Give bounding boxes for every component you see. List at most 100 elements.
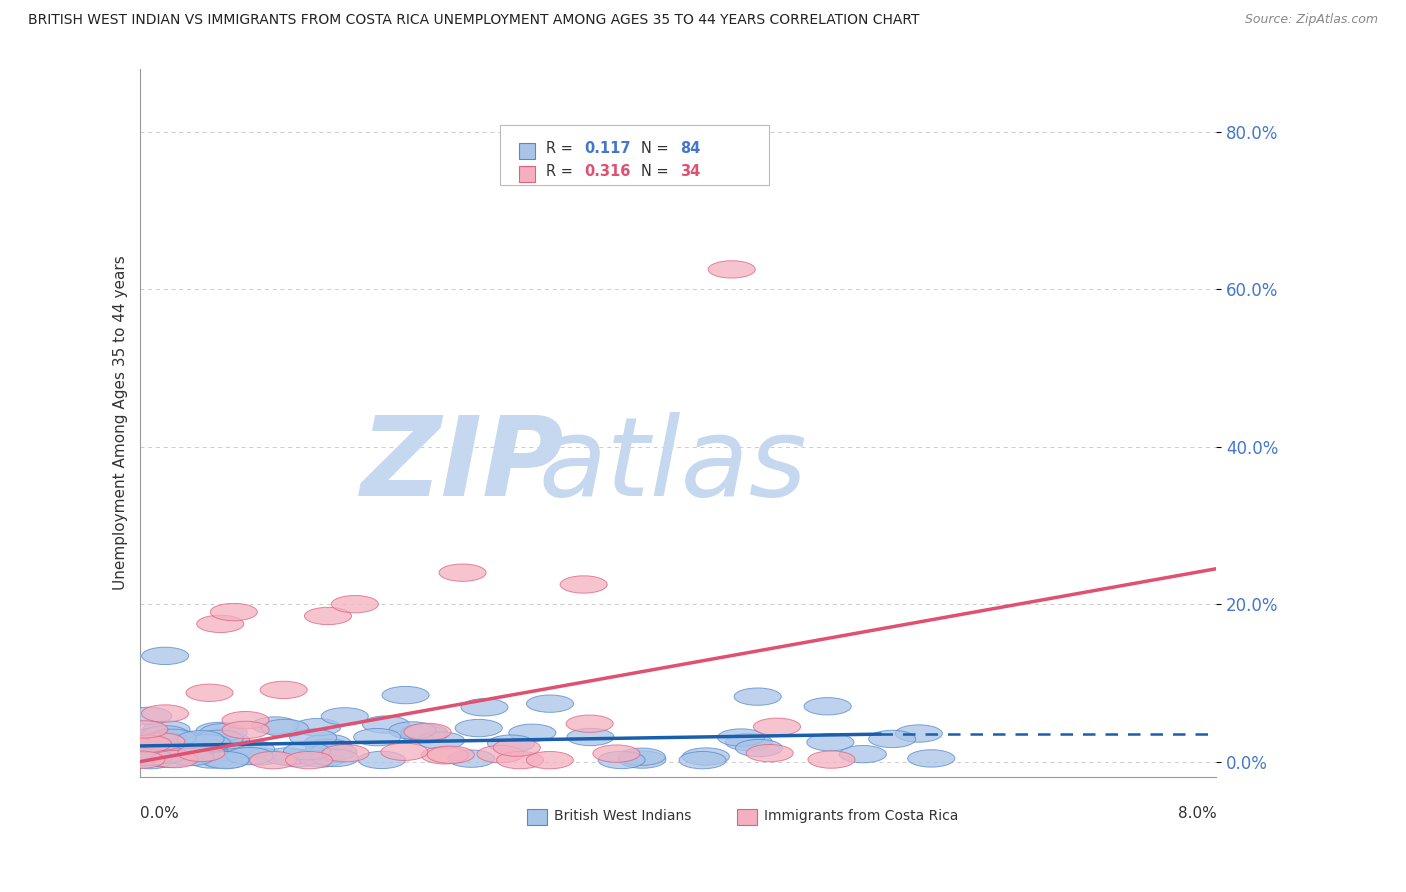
Ellipse shape xyxy=(173,745,221,763)
Ellipse shape xyxy=(354,729,401,746)
Text: BRITISH WEST INDIAN VS IMMIGRANTS FROM COSTA RICA UNEMPLOYMENT AMONG AGES 35 TO : BRITISH WEST INDIAN VS IMMIGRANTS FROM C… xyxy=(28,13,920,28)
Ellipse shape xyxy=(120,747,166,764)
Ellipse shape xyxy=(456,719,502,737)
Ellipse shape xyxy=(132,728,180,745)
Ellipse shape xyxy=(170,732,218,750)
Text: ZIP: ZIP xyxy=(361,412,565,519)
Ellipse shape xyxy=(177,731,224,747)
Ellipse shape xyxy=(494,739,540,756)
Ellipse shape xyxy=(619,748,665,765)
Ellipse shape xyxy=(200,723,247,741)
Text: Immigrants from Costa Rica: Immigrants from Costa Rica xyxy=(763,809,959,823)
Ellipse shape xyxy=(447,750,495,767)
Ellipse shape xyxy=(195,723,243,739)
Ellipse shape xyxy=(404,723,451,740)
Ellipse shape xyxy=(264,747,311,765)
Ellipse shape xyxy=(839,746,886,763)
Ellipse shape xyxy=(725,733,772,751)
Ellipse shape xyxy=(312,749,359,766)
Ellipse shape xyxy=(477,746,524,763)
Ellipse shape xyxy=(228,740,274,757)
Ellipse shape xyxy=(567,729,614,746)
Y-axis label: Unemployment Among Ages 35 to 44 years: Unemployment Among Ages 35 to 44 years xyxy=(114,256,128,591)
Ellipse shape xyxy=(141,746,187,764)
Ellipse shape xyxy=(869,731,915,747)
Ellipse shape xyxy=(202,751,249,769)
Text: R =: R = xyxy=(546,164,578,179)
Ellipse shape xyxy=(121,721,167,738)
Bar xyxy=(737,809,756,825)
Ellipse shape xyxy=(461,698,508,716)
Ellipse shape xyxy=(222,712,269,729)
Ellipse shape xyxy=(619,751,666,768)
Ellipse shape xyxy=(117,748,163,766)
Ellipse shape xyxy=(717,729,765,747)
Text: atlas: atlas xyxy=(538,412,807,519)
Ellipse shape xyxy=(190,745,236,762)
Ellipse shape xyxy=(682,747,730,765)
Ellipse shape xyxy=(148,734,194,751)
Ellipse shape xyxy=(118,751,165,768)
Ellipse shape xyxy=(121,745,169,762)
Ellipse shape xyxy=(209,603,257,621)
Ellipse shape xyxy=(496,751,544,769)
Ellipse shape xyxy=(593,745,640,763)
Text: 0.0%: 0.0% xyxy=(139,805,179,821)
Ellipse shape xyxy=(382,687,429,704)
Ellipse shape xyxy=(153,742,200,760)
Ellipse shape xyxy=(121,737,167,755)
Ellipse shape xyxy=(284,742,330,760)
Ellipse shape xyxy=(526,751,574,769)
Ellipse shape xyxy=(167,748,214,765)
Ellipse shape xyxy=(205,740,253,758)
Ellipse shape xyxy=(186,684,233,701)
Text: 34: 34 xyxy=(681,164,700,179)
Ellipse shape xyxy=(332,596,378,613)
Bar xyxy=(519,166,536,182)
Text: 8.0%: 8.0% xyxy=(1178,805,1216,821)
Ellipse shape xyxy=(322,745,370,762)
Ellipse shape xyxy=(177,744,225,762)
Ellipse shape xyxy=(250,751,297,769)
Ellipse shape xyxy=(138,733,184,750)
Ellipse shape xyxy=(226,747,273,764)
Ellipse shape xyxy=(309,743,357,760)
Ellipse shape xyxy=(274,749,321,767)
Ellipse shape xyxy=(679,751,725,769)
Ellipse shape xyxy=(389,722,436,739)
Text: British West Indians: British West Indians xyxy=(554,809,692,823)
Ellipse shape xyxy=(418,732,464,749)
Ellipse shape xyxy=(127,739,174,756)
Ellipse shape xyxy=(143,721,190,738)
Ellipse shape xyxy=(734,688,782,706)
Text: Source: ZipAtlas.com: Source: ZipAtlas.com xyxy=(1244,13,1378,27)
Ellipse shape xyxy=(294,718,340,736)
Ellipse shape xyxy=(526,695,574,713)
Ellipse shape xyxy=(167,738,214,755)
Ellipse shape xyxy=(709,260,755,278)
Text: N =: N = xyxy=(641,142,673,156)
Ellipse shape xyxy=(381,743,427,761)
Ellipse shape xyxy=(807,733,853,751)
Ellipse shape xyxy=(197,615,243,632)
Ellipse shape xyxy=(747,745,793,762)
FancyBboxPatch shape xyxy=(501,125,769,186)
Ellipse shape xyxy=(188,751,235,768)
Ellipse shape xyxy=(252,717,298,734)
Ellipse shape xyxy=(297,747,344,764)
Ellipse shape xyxy=(142,648,188,665)
Ellipse shape xyxy=(127,742,174,759)
Text: R =: R = xyxy=(546,142,578,156)
Ellipse shape xyxy=(488,735,534,752)
Ellipse shape xyxy=(804,698,851,714)
Ellipse shape xyxy=(401,724,447,741)
Ellipse shape xyxy=(754,718,800,735)
Ellipse shape xyxy=(305,607,352,624)
Ellipse shape xyxy=(321,707,368,725)
Ellipse shape xyxy=(149,729,195,747)
Ellipse shape xyxy=(124,735,172,753)
Ellipse shape xyxy=(304,734,352,752)
Ellipse shape xyxy=(202,751,250,768)
Ellipse shape xyxy=(202,731,250,749)
Bar xyxy=(527,809,547,825)
